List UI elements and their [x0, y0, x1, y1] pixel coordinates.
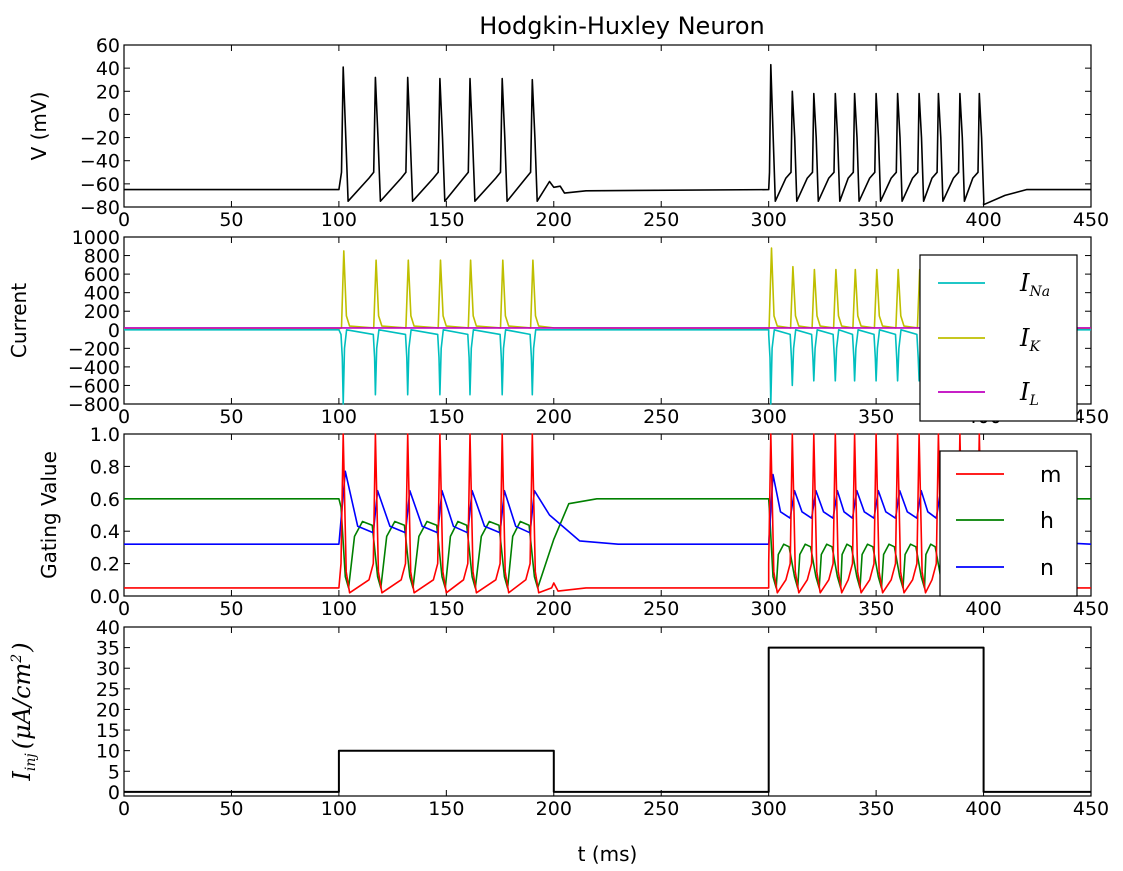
x-tick-label: 250: [643, 798, 679, 820]
legend-label: INa: [1019, 269, 1050, 300]
x-tick-label: 50: [219, 598, 243, 620]
y-axis-label: Iinj(μA/cm2): [8, 642, 39, 781]
x-tick-label: 400: [965, 209, 1001, 231]
x-tick-label: 250: [643, 209, 679, 231]
x-tick-label: 150: [428, 798, 464, 820]
y-tick-label: 25: [96, 679, 120, 701]
x-tick-label: 250: [643, 406, 679, 428]
x-tick-label: 350: [858, 406, 894, 428]
y-tick-label: 800: [84, 246, 120, 268]
legend-label: IL: [1019, 378, 1039, 409]
x-tick-label: 0: [118, 209, 130, 231]
x-tick-label: 300: [751, 798, 787, 820]
y-axis-label: Current: [7, 283, 31, 358]
x-tick-label: 400: [965, 598, 1001, 620]
y-tick-label: 40: [96, 58, 120, 80]
x-tick-label: 150: [428, 406, 464, 428]
x-tick-label: 450: [1073, 209, 1109, 231]
legend: INa IK IL: [919, 254, 1078, 422]
y-tick-label: 0.2: [90, 554, 120, 576]
x-tick-label: 450: [1073, 598, 1109, 620]
axes-frame: [123, 433, 1092, 597]
y-tick-label: 60: [96, 35, 120, 57]
x-tick-label: 200: [536, 798, 572, 820]
legend: mhn: [939, 450, 1078, 597]
x-tick-label: 300: [751, 406, 787, 428]
injected-current-panel: 0 50 100 150 200 250 300 350 400 4504035302520151…: [8, 617, 1109, 866]
x-tick-label: 0: [118, 798, 130, 820]
legend-label: n: [1040, 556, 1054, 581]
x-tick-label: 200: [536, 209, 572, 231]
x-tick-label: 100: [321, 598, 357, 620]
y-axis-label: Gating Value: [37, 451, 61, 579]
x-tick-label: 100: [321, 798, 357, 820]
gating-panel: 0 50 100 150 200 250 300 350 400 450 1.0 0.8 0.6 0.4 0…: [37, 424, 1109, 620]
y-tick-label: 20: [96, 81, 120, 103]
injected-current-trace: [124, 646, 1091, 793]
y-tick-label: 400: [84, 283, 120, 305]
x-tick-label: 200: [536, 406, 572, 428]
chart-title: Hodgkin-Huxley Neuron: [479, 12, 765, 40]
y-tick-label: −20: [80, 128, 120, 150]
y-tick-label: −60: [80, 174, 120, 196]
y-tick-label: −800: [68, 394, 120, 416]
x-tick-label: 350: [858, 598, 894, 620]
y-tick-label: 40: [96, 617, 120, 639]
y-tick-label: 0.0: [90, 586, 120, 608]
legend-box: [939, 450, 1078, 597]
y-tick-label: 5: [108, 761, 120, 783]
y-tick-label: 35: [96, 638, 120, 660]
legend-label: h: [1040, 509, 1054, 534]
x-tick-label: 200: [536, 598, 572, 620]
legend-label: m: [1040, 463, 1061, 488]
x-tick-label: 150: [428, 209, 464, 231]
y-tick-label: −600: [68, 375, 120, 397]
y-tick-label: −80: [80, 197, 120, 219]
x-tick-label: 300: [751, 598, 787, 620]
x-tick-label: 0: [118, 598, 130, 620]
y-tick-label: 30: [96, 658, 120, 680]
x-tick-label: 350: [858, 209, 894, 231]
y-tick-label: 0: [108, 782, 120, 804]
y-tick-label: 0: [108, 104, 120, 126]
x-tick-label: 50: [219, 798, 243, 820]
x-tick-label: 400: [965, 798, 1001, 820]
y-tick-label: 600: [84, 264, 120, 286]
y-axis-label: V (mV): [27, 92, 51, 161]
axes-frame: [123, 626, 1092, 797]
y-tick-label: 0.6: [90, 489, 120, 511]
axes-frame: [123, 236, 1092, 405]
x-tick-label: 350: [858, 798, 894, 820]
x-tick-label: 250: [643, 598, 679, 620]
x-tick-label: 150: [428, 598, 464, 620]
y-tick-label: 10: [96, 741, 120, 763]
x-tick-label: 0: [118, 406, 130, 428]
x-tick-label: 450: [1073, 798, 1109, 820]
axes-frame: [123, 44, 1092, 208]
y-tick-label: −400: [68, 357, 120, 379]
y-tick-label: −40: [80, 151, 120, 173]
x-tick-label: 50: [219, 406, 243, 428]
x-tick-label: 300: [751, 209, 787, 231]
voltage-trace: [124, 63, 1091, 206]
x-tick-label: 450: [1073, 406, 1109, 428]
y-tick-label: 1.0: [90, 424, 120, 446]
y-tick-label: 0.8: [90, 456, 120, 478]
current-panel: 0501001502002503003504004501000800600400…: [7, 227, 1109, 428]
y-tick-label: 0: [108, 320, 120, 342]
x-tick-label: 50: [219, 209, 243, 231]
x-tick-label: 100: [321, 209, 357, 231]
x-tick-label: 100: [321, 406, 357, 428]
y-tick-label: −200: [68, 338, 120, 360]
y-tick-label: 1000: [72, 227, 120, 249]
m-gate-trace: [124, 433, 1091, 594]
voltage-panel: 0 50 100 150 200 250 300 350 400 4506040200−20−40…: [27, 35, 1109, 231]
y-tick-label: 0.4: [90, 521, 120, 543]
y-tick-label: 200: [84, 301, 120, 323]
y-tick-label: 20: [96, 699, 120, 721]
x-axis-label: t (ms): [578, 842, 638, 866]
y-tick-label: 15: [96, 720, 120, 742]
legend-label: IK: [1019, 324, 1041, 355]
